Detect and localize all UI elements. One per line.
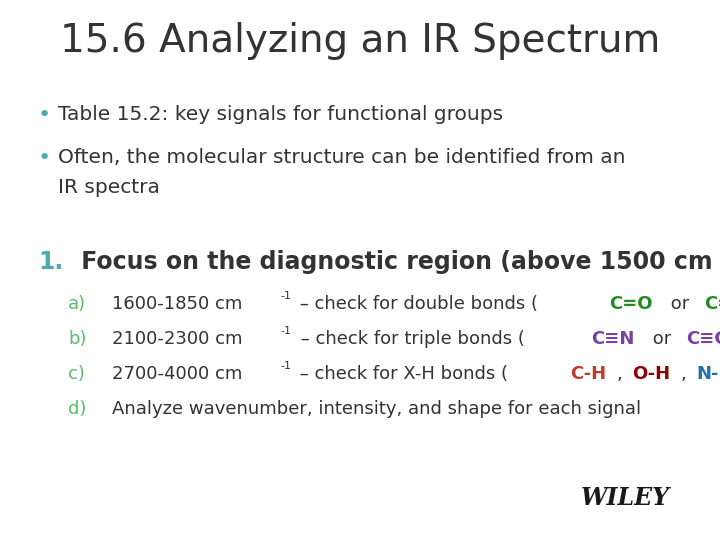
Text: C≡N: C≡N <box>591 330 634 348</box>
Text: – check for X-H bonds (: – check for X-H bonds ( <box>294 365 508 383</box>
Text: Analyze wavenumber, intensity, and shape for each signal: Analyze wavenumber, intensity, and shape… <box>112 400 641 418</box>
Text: C-H: C-H <box>570 365 607 383</box>
Text: 1.: 1. <box>38 250 63 274</box>
Text: – check for double bonds (: – check for double bonds ( <box>294 295 539 313</box>
Text: N-H: N-H <box>696 365 720 383</box>
Text: C=C: C=C <box>704 295 720 313</box>
Text: c): c) <box>68 365 85 383</box>
Text: -1: -1 <box>280 326 292 336</box>
Text: -1: -1 <box>280 361 291 371</box>
Text: O-H: O-H <box>632 365 670 383</box>
Text: WILEY: WILEY <box>581 486 670 510</box>
Text: or: or <box>665 295 696 313</box>
Text: – check for triple bonds (: – check for triple bonds ( <box>294 330 524 348</box>
Text: Table 15.2: key signals for functional groups: Table 15.2: key signals for functional g… <box>58 105 503 124</box>
Text: d): d) <box>68 400 86 418</box>
Text: •: • <box>38 148 51 168</box>
Text: or: or <box>647 330 678 348</box>
Text: •: • <box>38 105 51 125</box>
Text: Focus on the diagnostic region (above 1500 cm: Focus on the diagnostic region (above 15… <box>73 250 712 274</box>
Text: 1600-1850 cm: 1600-1850 cm <box>112 295 243 313</box>
Text: C≡C: C≡C <box>686 330 720 348</box>
Text: 2700-4000 cm: 2700-4000 cm <box>112 365 243 383</box>
Text: -1: -1 <box>280 291 291 301</box>
Text: 15.6 Analyzing an IR Spectrum: 15.6 Analyzing an IR Spectrum <box>60 22 660 60</box>
Text: C=O: C=O <box>609 295 653 313</box>
Text: Often, the molecular structure can be identified from an: Often, the molecular structure can be id… <box>58 148 626 167</box>
Text: a): a) <box>68 295 86 313</box>
Text: IR spectra: IR spectra <box>58 178 160 197</box>
Text: b): b) <box>68 330 86 348</box>
Text: ,: , <box>617 365 629 383</box>
Text: ,: , <box>681 365 693 383</box>
Text: 2100-2300 cm: 2100-2300 cm <box>112 330 243 348</box>
